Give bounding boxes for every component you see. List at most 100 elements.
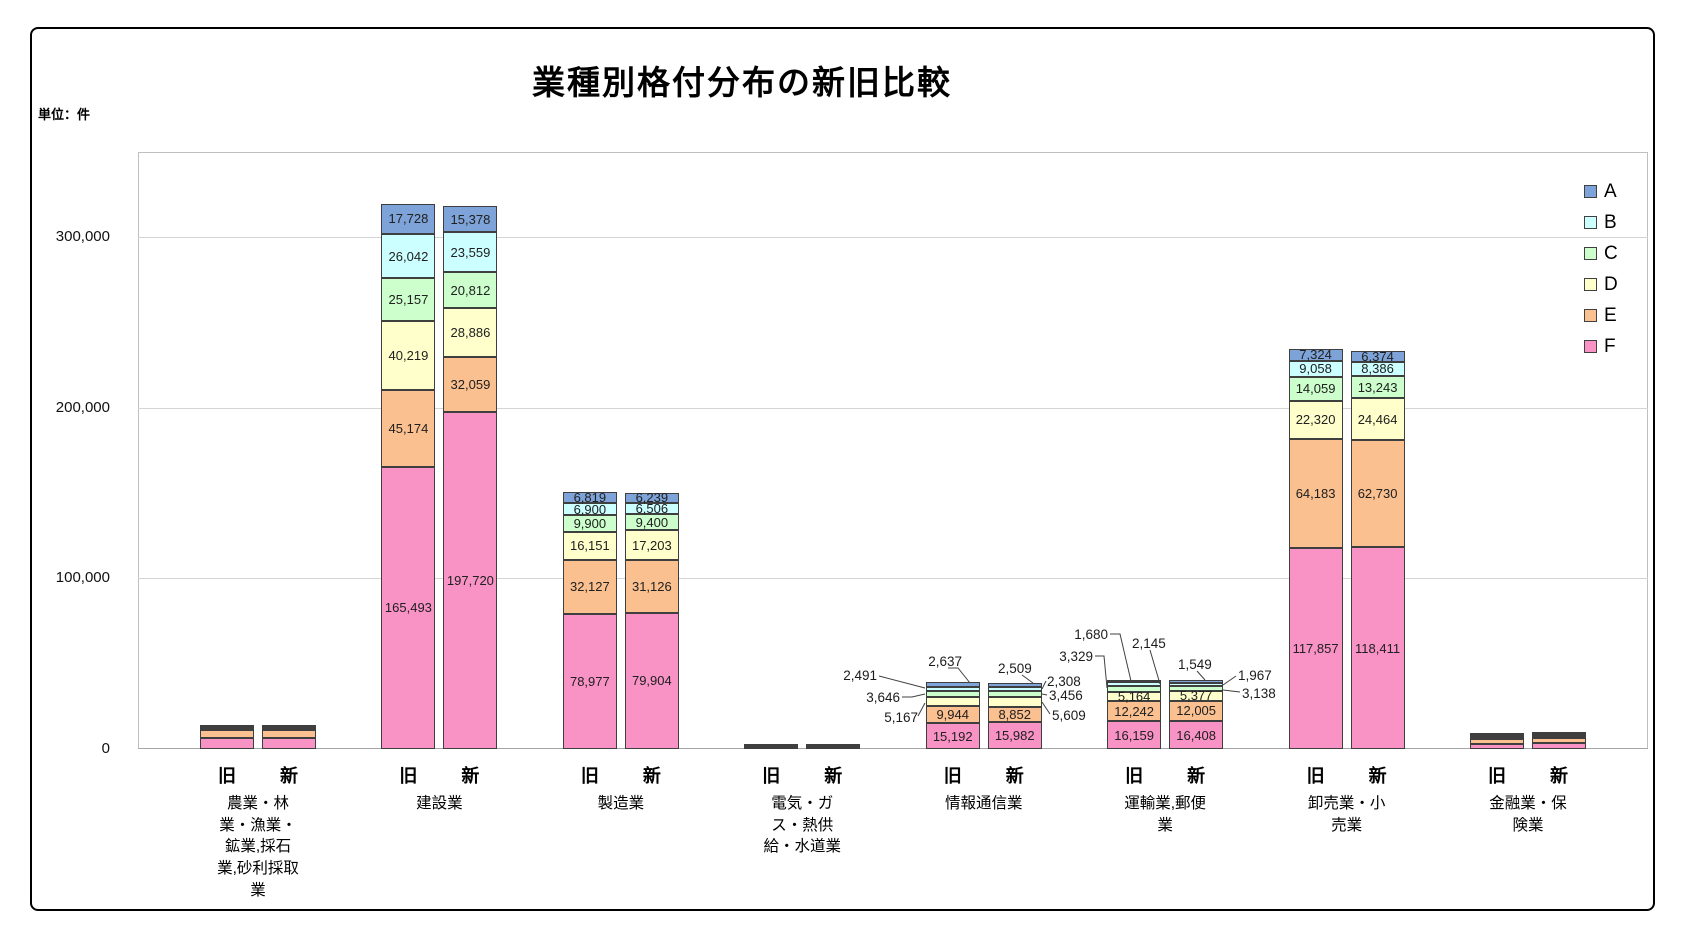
bar-segment-F <box>1169 721 1224 749</box>
legend-item-a: A <box>1584 181 1617 201</box>
bar-segment-F <box>381 466 436 749</box>
bar-segment-D <box>1470 737 1524 740</box>
bar-segment-C <box>925 691 980 698</box>
bar-segment-E <box>562 559 617 615</box>
bar-segment-F <box>262 738 316 749</box>
bar-segment-A <box>987 682 1042 688</box>
bar-segment-A <box>443 206 498 233</box>
bar-segment-E <box>443 357 498 412</box>
bar-segment-F <box>562 614 617 749</box>
bar-segment-F <box>1532 742 1586 749</box>
bar-segment-B <box>381 233 436 279</box>
bar-label-new: 新 <box>1550 766 1568 786</box>
bar-segment-C <box>443 272 498 308</box>
legend-label-c: C <box>1604 242 1618 264</box>
bar-segment-A <box>925 682 980 687</box>
y-tick-200000: 200,000 <box>55 399 110 416</box>
bar-segment-C <box>1350 375 1405 399</box>
bar-segment-C <box>1288 376 1343 401</box>
bar-segment-D <box>443 307 498 358</box>
unit-label: 単位：件 <box>38 107 91 122</box>
bar-segment-F <box>443 411 498 749</box>
bar-segment-C <box>624 514 679 531</box>
bar-segment-F <box>1288 548 1343 749</box>
bar-segment-E <box>200 730 254 739</box>
bar-label-old: 旧 <box>218 766 236 786</box>
plot-area-border <box>138 152 1648 749</box>
bar-segment-A <box>1532 731 1586 734</box>
bar-segment-B <box>443 232 498 273</box>
bar-segment-D <box>381 321 436 390</box>
data-label-callout: 2,509 <box>998 661 1032 676</box>
legend-swatch-e <box>1584 308 1597 322</box>
category-label: 運輸業,郵便業 <box>1124 795 1207 834</box>
legend-label-b: B <box>1604 211 1617 233</box>
bar-segment-B <box>1169 682 1224 687</box>
bar-segment-B <box>1107 682 1162 687</box>
gridline-300000 <box>138 237 1648 238</box>
x-axis-line <box>138 748 1648 749</box>
bar-segment-E <box>1169 700 1224 721</box>
bar-segment-A <box>200 724 254 727</box>
y-tick-0: 0 <box>101 740 110 757</box>
legend-item-e: E <box>1584 305 1617 325</box>
bar-label-new: 新 <box>461 766 480 786</box>
bar-label-new: 新 <box>1368 766 1387 786</box>
bar-segment-B <box>1288 361 1343 377</box>
bar-segment-D <box>1107 691 1162 701</box>
legend-label-a: A <box>1604 180 1617 202</box>
bar-segment-C <box>987 691 1042 698</box>
bar-segment-B <box>925 686 980 692</box>
bar-segment-E <box>1288 438 1343 549</box>
legend-label-f: F <box>1604 335 1616 357</box>
legend-item-c: C <box>1584 243 1618 263</box>
bar-segment-B <box>562 503 617 516</box>
bar-segment-A <box>1470 732 1524 735</box>
bar-label-old: 旧 <box>762 766 781 786</box>
category-label: 製造業 <box>597 795 645 812</box>
bar-label-new: 新 <box>1005 766 1024 786</box>
bar-segment-D <box>925 697 980 707</box>
bar-segment-A <box>1350 350 1405 362</box>
bar-segment-A <box>1288 348 1343 362</box>
bar-segment-D <box>1350 398 1405 441</box>
bar-segment-D <box>1288 400 1343 439</box>
data-label-callout: 3,329 <box>1059 649 1093 664</box>
bar-label-new: 新 <box>1187 766 1206 786</box>
bar-segment-D <box>1532 735 1586 738</box>
bar-segment-F <box>925 723 980 749</box>
bar-segment-A <box>624 492 679 504</box>
data-label-callout: 1,549 <box>1178 657 1212 672</box>
y-tick-100000: 100,000 <box>55 569 110 586</box>
bar-label-new: 新 <box>824 766 843 786</box>
bar-segment-D <box>1169 691 1224 701</box>
legend-swatch-c <box>1584 246 1597 260</box>
bar-segment-B <box>624 503 679 515</box>
bar-segment-F <box>1107 721 1162 749</box>
bar-segment-A <box>806 744 861 747</box>
bar-segment-E <box>624 559 679 613</box>
legend-item-f: F <box>1584 336 1616 356</box>
data-label-callout: 2,308 <box>1047 674 1081 689</box>
bar-segment-F <box>1470 743 1524 749</box>
data-label-callout: 3,646 <box>866 690 900 705</box>
data-label-callout: 2,637 <box>928 654 962 669</box>
bar-label-old: 旧 <box>1306 766 1325 786</box>
bar-segment-F <box>1350 547 1405 749</box>
data-label-callout: 3,456 <box>1049 688 1083 703</box>
bar-segment-A <box>381 203 436 234</box>
chart-title: 業種別格付分布の新旧比較 <box>532 64 952 101</box>
bar-segment-B <box>987 687 1042 692</box>
bar-segment-A <box>262 724 316 727</box>
category-label: 金融業・保険業 <box>1489 795 1567 834</box>
category-label: 電気・ガス・熱供給・水道業 <box>763 795 842 856</box>
bar-segment-E <box>925 706 980 724</box>
y-tick-300000: 300,000 <box>55 228 110 245</box>
category-label: 卸売業・小売業 <box>1307 795 1386 834</box>
bar-segment-C <box>562 515 617 533</box>
bar-segment-E <box>987 706 1042 722</box>
legend-item-d: D <box>1584 274 1618 294</box>
bar-segment-E <box>381 389 436 467</box>
bar-segment-E <box>1107 700 1162 722</box>
